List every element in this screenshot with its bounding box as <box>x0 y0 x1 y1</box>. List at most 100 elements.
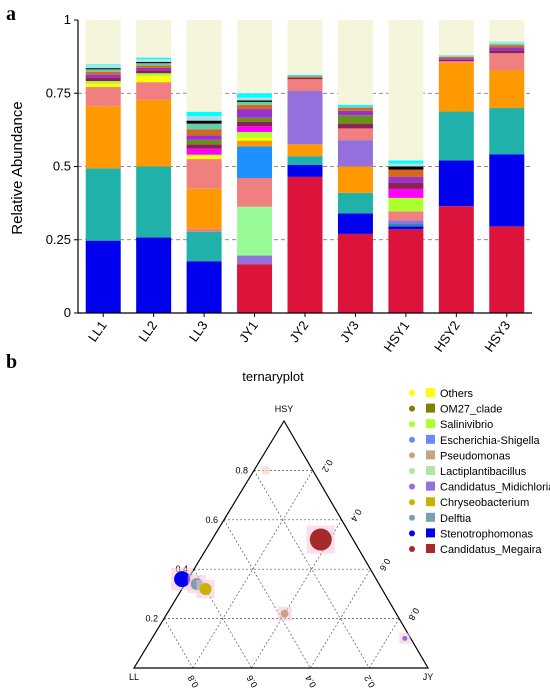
bar-segment <box>186 116 222 121</box>
legend-label: Lactiplantibacillus <box>440 466 527 478</box>
bar-segment <box>287 79 323 92</box>
legend-swatch <box>426 466 435 475</box>
tick-left: 0.6 <box>205 515 218 525</box>
ternary-point-Others <box>264 469 267 472</box>
bar-segment <box>489 154 525 227</box>
corner-label-ll: LL <box>129 672 139 682</box>
bar-segment <box>186 159 222 189</box>
legend-label: Pseudomonas <box>440 450 511 462</box>
bar-segment <box>136 237 172 313</box>
bar-segment <box>287 20 323 76</box>
bar-segment <box>85 87 121 107</box>
bar-segment <box>136 73 172 77</box>
bar-HSY2 <box>438 20 474 313</box>
bar-stacks <box>85 20 525 313</box>
bar-segment <box>136 59 172 63</box>
bar-segment <box>438 55 474 57</box>
x-tick-label: HSY1 <box>381 318 413 354</box>
bar-segment <box>438 59 474 62</box>
bar-LL1 <box>85 20 121 313</box>
bar-segment <box>287 77 323 80</box>
bar-segment <box>136 62 172 64</box>
y-tick-label: 0.5 <box>53 159 71 174</box>
legend-swatch <box>426 497 435 507</box>
ternary-title: ternaryplot <box>242 369 304 384</box>
bar-segment <box>489 20 525 42</box>
tick-right: 0.8 <box>406 606 421 622</box>
ternary-point-Pseudomonas <box>280 609 289 618</box>
bar-segment <box>186 188 222 229</box>
legend-label: Salinivibrio <box>440 419 493 431</box>
legend-swatch <box>426 481 435 491</box>
bar-segment <box>438 111 474 161</box>
bar-segment <box>136 20 172 58</box>
bar-segment <box>388 166 424 170</box>
bar-segment <box>438 56 474 59</box>
bar-segment <box>186 231 222 262</box>
bar-segment <box>136 76 172 83</box>
bar-segment <box>186 111 222 117</box>
ternary-point-Candidatus_Midichloria <box>402 635 408 641</box>
bar-segment <box>186 261 222 313</box>
bar-segment <box>186 148 222 155</box>
bar-segment <box>489 43 525 46</box>
bar-segment <box>388 169 424 177</box>
legend-dot <box>409 436 415 443</box>
y-tick-labels: 0 0.25 0.5 0.75 1 <box>46 12 71 320</box>
bar-segment <box>85 64 121 66</box>
bar-segment <box>489 108 525 155</box>
bar-segment <box>237 206 273 256</box>
bar-segment <box>388 197 424 212</box>
bar-HSY1 <box>388 20 424 313</box>
tick-right: 0.2 <box>320 458 335 474</box>
bar-segment <box>237 20 273 94</box>
tick-bottom: 0.2 <box>362 674 377 690</box>
tick-bottom: 0.4 <box>303 674 318 690</box>
bar-segment <box>388 229 424 313</box>
tick-right: 0.6 <box>378 557 393 573</box>
panel-b-label: b <box>6 351 17 373</box>
bar-segment <box>388 160 424 164</box>
bar-segment <box>136 65 172 68</box>
grid-ll <box>223 519 311 669</box>
bar-segment <box>337 166 373 193</box>
triangle-outline <box>132 419 430 669</box>
stacked-bar-chart: 0 0.25 0.5 0.75 1 LL1 LL2 LL3 JY1 JY2 JY3 HSY1 HSY2… <box>9 12 532 355</box>
corner-label-hsy: HSY <box>275 404 294 414</box>
bar-segment <box>237 146 273 178</box>
bar-segment <box>337 128 373 141</box>
grid-jy <box>192 470 314 669</box>
bar-segment <box>388 20 424 161</box>
bar-segment <box>337 140 373 167</box>
bar-segment <box>287 176 323 313</box>
bar-segment <box>287 144 323 157</box>
bar-segment <box>237 140 273 147</box>
x-tick-labels: LL1 LL2 LL3 JY1 JY2 JY3 HSY1 HSY2 HSY3 <box>85 318 513 354</box>
y-tick-label: 1 <box>64 12 71 27</box>
x-tick-label: HSY2 <box>431 318 463 354</box>
legend-swatch <box>426 544 435 553</box>
bar-segment <box>85 240 121 313</box>
legend-swatch <box>426 434 435 444</box>
bar-segment <box>337 124 373 129</box>
legend-dot <box>409 390 415 396</box>
bar-segment <box>388 182 424 189</box>
bar-segment <box>186 129 222 136</box>
bar-segment <box>489 50 525 54</box>
bar-segment <box>237 137 273 141</box>
bar-segment <box>388 211 424 221</box>
bar-segment <box>287 156 323 166</box>
x-tick-label: LL2 <box>135 318 160 344</box>
bar-segment <box>337 20 373 105</box>
bar-segment <box>337 115 373 125</box>
bar-segment <box>237 100 273 102</box>
bar-segment <box>85 168 121 241</box>
bar-segment <box>237 132 273 138</box>
x-tick-label: JY3 <box>337 318 362 345</box>
legend-dot <box>409 421 415 428</box>
bar-JY2 <box>287 20 323 313</box>
bar-segment <box>337 233 373 313</box>
bar-segment <box>489 226 525 313</box>
bar-segment <box>186 120 222 124</box>
